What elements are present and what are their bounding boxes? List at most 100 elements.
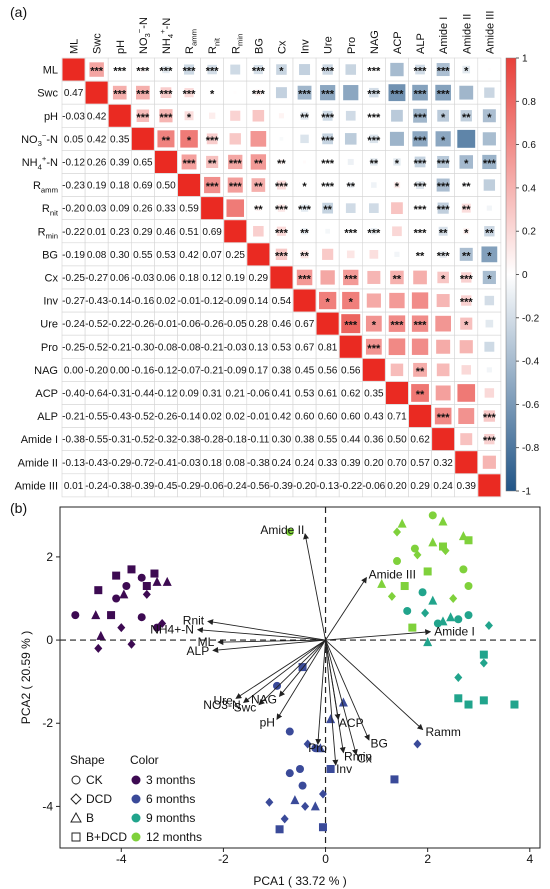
correlation-square: [348, 229, 353, 234]
diagonal-cell: [478, 474, 501, 497]
column-label: NH4+-N: [158, 18, 175, 54]
correlation-square: [486, 367, 492, 373]
correlation-square: [411, 292, 429, 309]
correlation-label: -0.30: [131, 342, 154, 353]
pca-biplot: -4 -2 0 2 4 -4 -2 0 2 PCA1 ( 33.72 % ) PCA2 ( 20.5…: [19, 506, 541, 888]
loading-label: Rnit: [183, 614, 205, 628]
correlation-square: [322, 248, 334, 260]
correlation-square: [117, 67, 122, 72]
loading-arrow: [325, 629, 432, 641]
correlation-square: [486, 205, 492, 211]
significance-mark: ***: [321, 89, 335, 101]
correlation-square: [411, 315, 429, 332]
significance-mark: *: [395, 181, 400, 193]
correlation-label: 0.60: [341, 412, 361, 423]
correlation-label: -0.31: [108, 435, 131, 446]
correlation-label: -0.52: [131, 412, 154, 423]
row-label: NH4+-N: [22, 154, 58, 171]
data-point: [112, 594, 121, 603]
significance-mark: *: [464, 158, 469, 170]
correlation-label: 0.36: [364, 435, 384, 446]
significance-mark: ***: [437, 89, 451, 101]
correlation-square: [436, 339, 451, 354]
column-label: pH: [115, 40, 127, 54]
correlation-square: [255, 89, 262, 96]
legend: Shape Color CK DCD B B+DCD 3 months 6 months 9 m…: [70, 753, 202, 844]
correlation-square: [299, 64, 311, 76]
significance-mark: ***: [321, 66, 335, 78]
significance-mark: ***: [252, 66, 266, 78]
row-label: Rnit: [42, 203, 59, 217]
loading-label: NO3-N: [203, 698, 240, 712]
correlation-label: 0.02: [156, 296, 176, 307]
column-label: Ramm: [184, 29, 198, 54]
correlation-label: -0.01: [155, 319, 178, 330]
correlation-label: -0.06: [178, 319, 201, 330]
loading-arrow: [278, 639, 326, 697]
correlation-square: [388, 84, 406, 102]
correlation-square: [300, 111, 309, 120]
correlation-square: [435, 84, 451, 101]
correlation-square: [300, 204, 309, 212]
correlation-label: -0.52: [85, 319, 108, 330]
correlation-label: 0.53: [272, 342, 292, 353]
significance-mark: ***: [321, 158, 335, 170]
correlation-square: [389, 292, 405, 309]
loading-arrow: [243, 639, 326, 704]
x-tick-label: 2: [424, 852, 431, 866]
correlation-label: -0.43: [108, 412, 131, 423]
significance-mark: **: [439, 227, 448, 239]
correlation-square: [390, 62, 404, 77]
correlation-label: -0.22: [339, 481, 362, 492]
loading-label: Ure: [213, 693, 233, 707]
data-point: [94, 643, 103, 653]
correlation-square: [459, 340, 473, 354]
correlation-label: -0.14: [108, 296, 131, 307]
correlation-label: -0.39: [270, 481, 293, 492]
data-point: [326, 764, 335, 773]
row-label: ML: [43, 65, 58, 77]
correlation-square: [230, 110, 241, 121]
correlation-label: 0.41: [272, 388, 292, 399]
significance-mark: *: [187, 135, 192, 147]
data-point: [438, 516, 448, 526]
legend-color-label: 6 months: [146, 792, 195, 806]
correlation-label: 0.28: [249, 319, 269, 330]
significance-mark: ***: [483, 158, 497, 170]
correlation-square: [388, 315, 406, 332]
correlation-label: 0.42: [87, 134, 107, 145]
x-tick-label: 4: [526, 852, 533, 866]
correlation-square: [250, 154, 267, 170]
colorbar-gradient: [505, 57, 517, 492]
row-label: Ramm: [33, 180, 58, 194]
correlation-label: 0.00: [64, 365, 84, 376]
correlation-label: -0.40: [62, 388, 85, 399]
correlation-square: [435, 131, 451, 147]
loading-arrow: [325, 639, 424, 731]
correlation-square: [136, 109, 150, 122]
significance-mark: **: [370, 158, 379, 170]
loading-arrow: [315, 640, 326, 746]
x-axis-label: PCA1 ( 33.72 % ): [253, 874, 346, 888]
legend-color-swatch: [131, 794, 141, 804]
legend-color-label: 9 months: [146, 811, 195, 825]
data-point: [298, 663, 307, 672]
row-label: Pro: [41, 342, 58, 354]
correlation-label: -0.03: [62, 111, 85, 122]
correlation-square: [457, 384, 476, 402]
loading-arrow: [207, 619, 326, 641]
correlation-label: 0.65: [133, 157, 153, 168]
correlation-square: [484, 388, 495, 398]
correlation-label: 0.69: [133, 181, 153, 192]
correlation-square: [207, 64, 217, 75]
data-point: [119, 589, 129, 599]
correlation-square: [482, 132, 496, 146]
correlation-square: [484, 341, 495, 352]
correlation-label: -0.52: [85, 342, 108, 353]
data-point: [265, 797, 274, 807]
y-axis-label: PCA2 ( 20.59 % ): [19, 631, 33, 724]
correlation-label: -0.07: [178, 365, 201, 376]
correlation-square: [391, 109, 403, 122]
column-label: Amide III: [484, 11, 496, 54]
loading-arrow: [303, 533, 326, 641]
